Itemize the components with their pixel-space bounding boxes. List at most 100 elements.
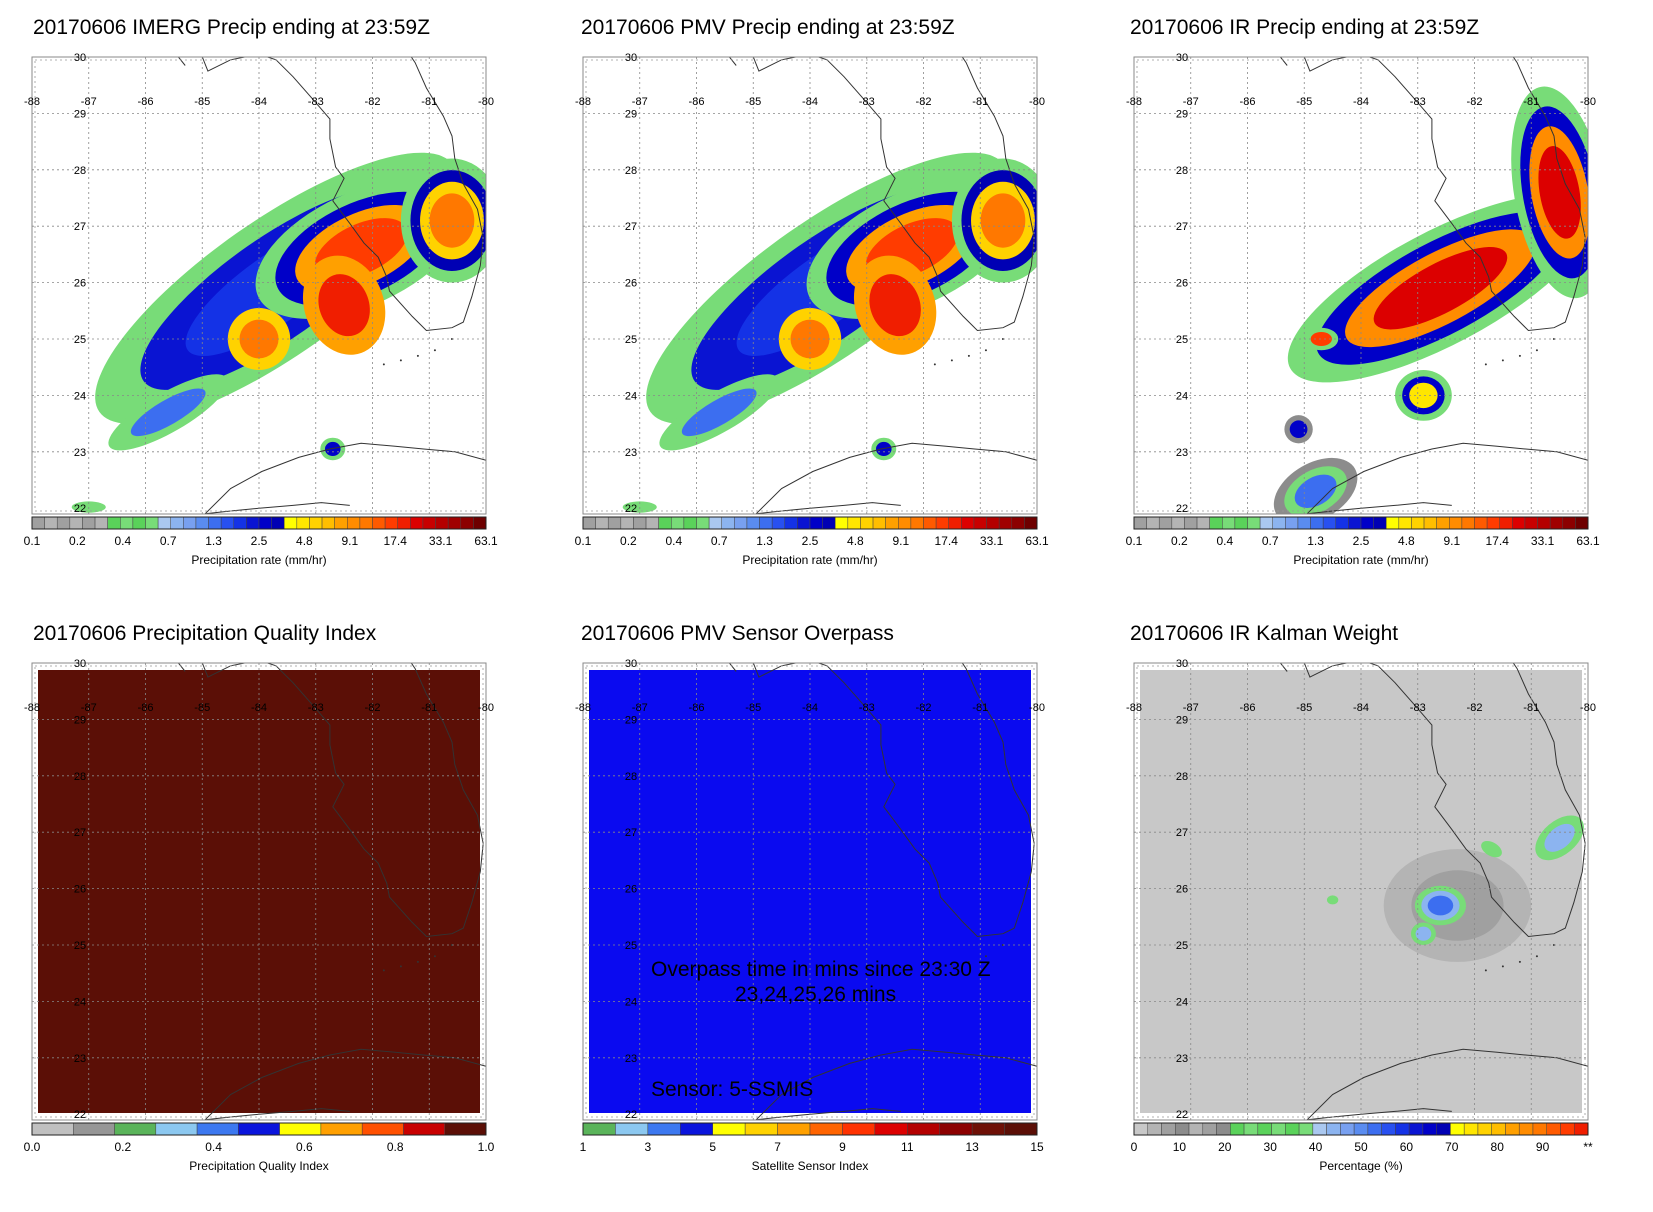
colorbar-swatch — [44, 516, 58, 530]
colorbar-swatch — [271, 516, 285, 530]
lon-label: -84 — [802, 702, 818, 714]
colorbar-swatch — [1158, 516, 1173, 530]
lon-label: -87 — [632, 702, 648, 714]
colorbar-swatch — [1486, 516, 1500, 530]
lon-label: -85 — [194, 96, 210, 108]
colorbar-swatch — [1549, 516, 1564, 530]
coastline — [204, 442, 486, 514]
lat-label: 25 — [1176, 940, 1188, 952]
lat-label: 24 — [1176, 996, 1188, 1008]
lon-label: -84 — [1353, 96, 1369, 108]
coastline — [204, 1048, 486, 1120]
colorbar-tick-label: 9.1 — [892, 534, 909, 548]
lon-label: -84 — [251, 96, 267, 108]
colorbar-swatch — [473, 516, 487, 530]
colorbar-tick-label: 70 — [1445, 1140, 1459, 1154]
lat-label: 27 — [1176, 827, 1188, 839]
lon-label: -80 — [478, 96, 494, 108]
map-plot: -88 -87 -86 -85 -84 -83 -82 -81 -80 30 29 28 27 26 25 2… — [1126, 658, 1596, 1173]
colorbar-swatch — [708, 516, 722, 530]
colorbar-tick-label: 9.1 — [341, 534, 358, 548]
colorbar-swatch — [1285, 1122, 1300, 1136]
colorbar-swatch — [671, 516, 685, 530]
lon-label: -80 — [478, 702, 494, 714]
lat-label: 22 — [74, 1109, 86, 1121]
precip-contour — [130, 388, 206, 437]
precip-contour — [1289, 420, 1308, 439]
island — [416, 354, 419, 357]
colorbar-swatch — [971, 1122, 1005, 1136]
lat-label: 28 — [625, 771, 637, 783]
island — [1552, 944, 1555, 946]
lat-label: 30 — [1176, 658, 1188, 670]
colorbar-frame — [31, 1122, 487, 1136]
colorbar-tick-label: 1.0 — [478, 1140, 495, 1154]
colorbar-swatch — [56, 516, 71, 530]
colorbar-tick-label: 17.4 — [935, 534, 959, 548]
colorbar-swatch — [1562, 516, 1576, 530]
colorbar-swatch — [822, 516, 836, 530]
lon-label: -81 — [421, 702, 437, 714]
colorbar-swatch — [347, 516, 361, 530]
colorbar-swatch — [834, 516, 849, 530]
precip-contour — [1373, 247, 1508, 330]
lat-label: 26 — [1176, 884, 1188, 896]
colorbar-swatch — [1161, 1122, 1176, 1136]
colorbar-swatch — [647, 1122, 681, 1136]
coastline — [201, 57, 484, 332]
coastline — [205, 502, 350, 514]
lon-label: -84 — [1353, 702, 1369, 714]
colorbar-swatch — [734, 516, 748, 530]
lat-label: 28 — [74, 771, 86, 783]
lat-label: 23 — [1176, 1053, 1188, 1065]
colorbar-tick-label: 30 — [1264, 1140, 1278, 1154]
colorbar-swatch — [1259, 516, 1273, 530]
colorbar-tick-label: 1 — [580, 1140, 587, 1154]
colorbar-frame — [582, 516, 1038, 530]
colorbar-swatch — [1326, 1122, 1341, 1136]
colorbar-swatch — [1216, 1122, 1231, 1136]
colorbar-swatch — [1449, 516, 1463, 530]
colorbar-swatch — [620, 516, 634, 530]
lon-label: -87 — [1183, 96, 1199, 108]
panel-title: 20170606 IMERG Precip ending at 23:59Z — [33, 16, 430, 39]
colorbar-tick-label: 33.1 — [429, 534, 453, 548]
colorbar-tick-label: 5 — [709, 1140, 716, 1154]
island — [382, 969, 385, 972]
colorbar-swatch — [1146, 516, 1160, 530]
lon-label: -84 — [802, 96, 818, 108]
island — [1518, 960, 1521, 963]
map-frame — [582, 56, 1038, 515]
colorbar-tick-label: 0.1 — [1126, 534, 1143, 548]
colorbar-label: Precipitation Quality Index — [189, 1159, 328, 1173]
colorbar-tick-label: 0.2 — [69, 534, 86, 548]
lat-label: 23 — [625, 447, 637, 459]
colorbar-swatch — [1353, 1122, 1369, 1136]
panel-pmv: -88 -87 -86 -85 -84 -83 -82 -81 -80 30 29 28 27 26 25 2… — [551, 0, 1102, 606]
lon-label: -86 — [1240, 702, 1256, 714]
colorbar-tick-label: 1.3 — [205, 534, 222, 548]
colorbar-swatch — [69, 516, 83, 530]
lon-label: -85 — [745, 702, 761, 714]
overpass-text-line2: 23,24,25,26 mins — [735, 983, 897, 1006]
colorbar-swatch — [961, 516, 975, 530]
colorbar-swatch — [283, 516, 298, 530]
colorbar-swatch — [1436, 516, 1450, 530]
lon-label: -80 — [1580, 96, 1596, 108]
colorbar-swatch — [1196, 516, 1210, 530]
precip-contour — [1544, 823, 1575, 852]
lat-label: 29 — [1176, 714, 1188, 726]
colorbar-tick-label: 17.4 — [384, 534, 408, 548]
colorbar-tick-label: 0.4 — [665, 534, 682, 548]
colorbar-swatch — [683, 516, 697, 530]
colorbar-swatch — [607, 516, 622, 530]
colorbar-swatch — [1360, 516, 1374, 530]
island — [967, 960, 970, 963]
island — [450, 944, 453, 946]
lat-label: 29 — [625, 714, 637, 726]
lon-label: -83 — [308, 96, 324, 108]
lon-label: -85 — [194, 702, 210, 714]
colorbar-swatch — [320, 1122, 363, 1136]
colorbar-swatch — [633, 516, 647, 530]
colorbar-tick-label: ** — [1583, 1140, 1593, 1154]
